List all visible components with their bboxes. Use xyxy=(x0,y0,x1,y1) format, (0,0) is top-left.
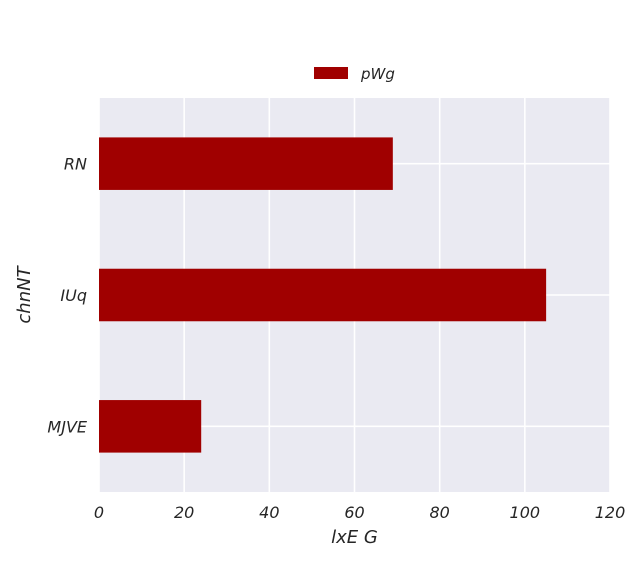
y-tick-label: MJVE xyxy=(47,417,87,436)
legend-swatch xyxy=(314,67,348,79)
x-tick-label: 80 xyxy=(429,503,449,522)
bar-mjve xyxy=(99,400,202,453)
x-tick-label: 0 xyxy=(94,503,104,522)
x-tick-label: 100 xyxy=(510,503,541,522)
x-tick-label: 60 xyxy=(344,503,364,522)
y-axis-label: chnNT xyxy=(14,264,35,323)
x-tick-labels: 0 20 40 60 80 100 120 xyxy=(94,503,625,522)
y-tick-labels: RN IUq MJVE xyxy=(47,155,87,437)
x-tick-label: 120 xyxy=(595,503,626,522)
legend: pWg xyxy=(314,65,395,83)
bar-rn xyxy=(99,137,393,190)
bar-iuq xyxy=(99,268,547,322)
legend-label: pWg xyxy=(360,65,395,83)
bars xyxy=(99,137,547,453)
y-tick-label: RN xyxy=(64,155,87,174)
x-tick-label: 20 xyxy=(174,503,194,522)
x-tick-label: 40 xyxy=(259,503,279,522)
y-tick-label: IUq xyxy=(60,286,87,305)
x-axis-label: lxE G xyxy=(331,527,378,548)
